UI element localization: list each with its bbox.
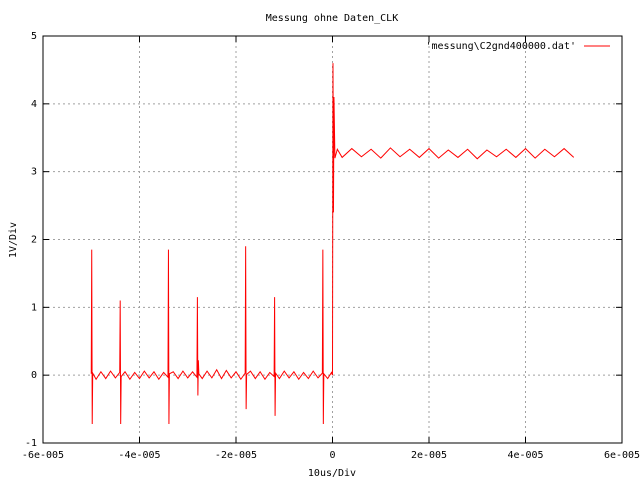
x-tick-label: 6e-005 bbox=[604, 450, 640, 461]
legend-label: 'messung\C2gnd400000.dat' bbox=[425, 41, 576, 52]
x-tick-label: -4e-005 bbox=[118, 450, 160, 461]
data-line bbox=[90, 63, 575, 425]
chart-title: Messung ohne Daten_CLK bbox=[266, 13, 398, 24]
x-axis-label: 10us/Div bbox=[308, 468, 356, 479]
y-tick-label: 3 bbox=[31, 167, 37, 178]
y-tick-label: 5 bbox=[31, 31, 37, 42]
x-tick-label: -6e-005 bbox=[22, 450, 64, 461]
x-tick-label: 4e-005 bbox=[507, 450, 543, 461]
plot-frame bbox=[42, 35, 623, 444]
y-tick-label: -1 bbox=[25, 438, 37, 449]
y-tick-label: 0 bbox=[31, 370, 37, 381]
y-tick-label: 1 bbox=[31, 302, 37, 313]
y-tick-label: 4 bbox=[31, 99, 37, 110]
x-tick-label: 2e-005 bbox=[411, 450, 447, 461]
x-tick-label: 0 bbox=[329, 450, 335, 461]
y-tick-label: 2 bbox=[31, 235, 37, 246]
x-tick-label: -2e-005 bbox=[215, 450, 257, 461]
y-axis-label: 1V/Div bbox=[8, 222, 19, 258]
